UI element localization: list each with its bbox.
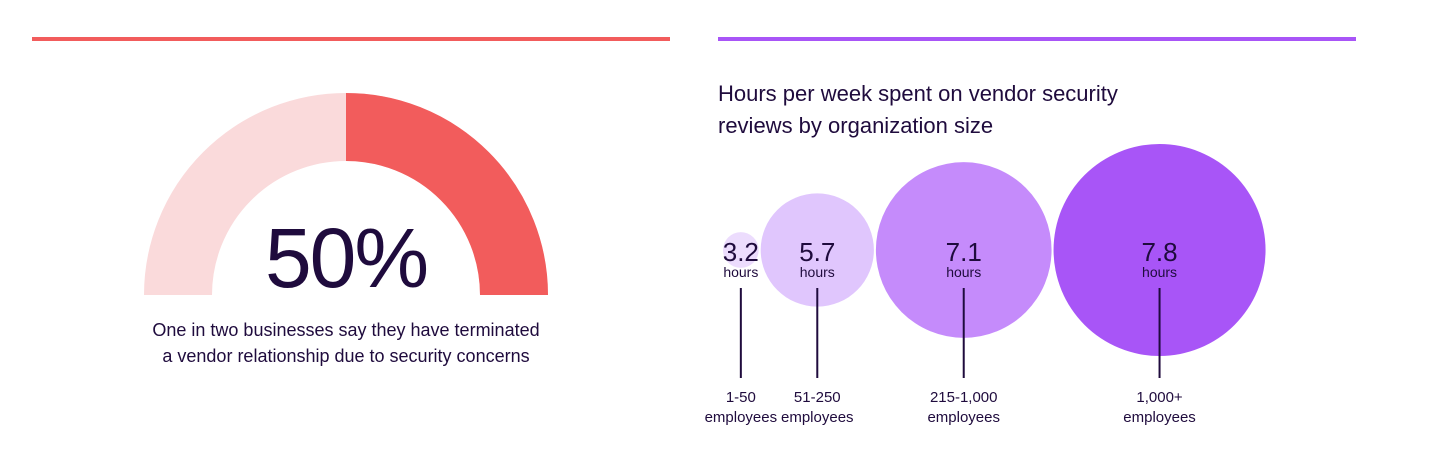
- bubble-chart-title-line-1: Hours per week spent on vendor security: [718, 81, 1118, 106]
- bubble-3: [875, 162, 1052, 338]
- bubble-value-label-1: 3.2: [723, 237, 759, 267]
- bubble-4: [1053, 144, 1266, 356]
- gauge-caption-line-2: a vendor relationship due to security co…: [162, 346, 530, 366]
- gauge-chart: [144, 93, 548, 296]
- category-sublabel-3: employees: [927, 409, 1000, 426]
- bubble-unit-label-3: hours: [946, 264, 981, 280]
- gauge-fill: [345, 93, 548, 296]
- category-label-3: 215-1,000: [930, 389, 998, 406]
- bubble-value-label-2: 5.7: [799, 237, 835, 267]
- bubble-2: [760, 193, 874, 307]
- bubble-unit-label-4: hours: [1142, 264, 1177, 280]
- bubble-value-label-4: 7.8: [1141, 237, 1177, 267]
- gauge-panel: 50% One in two businesses say they have …: [0, 0, 700, 476]
- bubble-chart-title-line-2: reviews by organization size: [718, 113, 994, 138]
- category-sublabel-4: employees: [1123, 409, 1196, 426]
- section-divider-left: [32, 37, 670, 41]
- section-divider-right: [718, 37, 1356, 41]
- bubble-unit-label-1: hours: [723, 264, 758, 280]
- bubble-value-label-3: 7.1: [946, 237, 982, 267]
- category-label-4: 1,000+: [1136, 389, 1183, 406]
- bubble-unit-label-2: hours: [800, 264, 835, 280]
- gauge-value-label: 50%: [264, 211, 429, 305]
- bubble-1: [723, 232, 759, 268]
- category-sublabel-1: employees: [705, 409, 778, 426]
- bubble-chart-title: Hours per week spent on vendor security …: [718, 78, 1198, 142]
- category-label-1: 1-50: [726, 389, 756, 406]
- gauge-caption-line-1: One in two businesses say they have term…: [152, 320, 540, 340]
- category-label-2: 51-250: [794, 389, 841, 406]
- category-sublabel-2: employees: [781, 409, 854, 426]
